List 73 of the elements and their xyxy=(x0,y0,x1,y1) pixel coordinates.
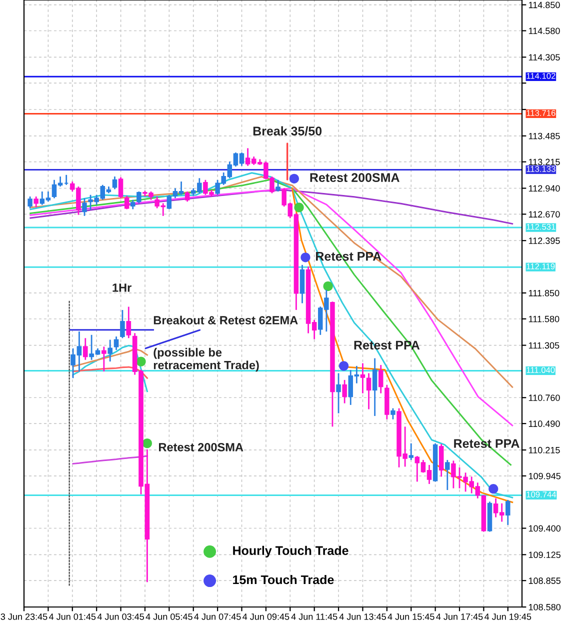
candlestick xyxy=(82,198,87,217)
y-tick-label: 112.395 xyxy=(528,238,560,244)
y-tick-label: 111.305 xyxy=(528,342,560,349)
candlestick xyxy=(130,199,136,210)
candlestick xyxy=(34,196,38,208)
y-tick-label: 112.670 xyxy=(528,211,560,218)
candlestick xyxy=(390,408,396,420)
candlestick xyxy=(300,264,305,304)
candlestick xyxy=(506,499,510,526)
ref-line-label: 111.040 xyxy=(526,367,555,373)
y-tick-label: 114.850 xyxy=(528,2,560,8)
candlestick xyxy=(184,190,190,202)
ref-line-label: 109.744 xyxy=(526,492,556,498)
y-tick-label: 112.940 xyxy=(528,185,560,192)
candlestick xyxy=(108,339,113,362)
y-tick-label: 114.305 xyxy=(528,54,560,61)
x-tick-label: 4 Jun 19:45 xyxy=(484,613,532,620)
y-tick-label: 113.485 xyxy=(528,132,560,140)
x-tick-label: 4 Jun 05:45 xyxy=(146,613,192,620)
candlestick xyxy=(114,336,119,351)
candlestick xyxy=(28,196,32,209)
y-tick-label: 108.580 xyxy=(528,604,561,610)
candlestick xyxy=(360,362,366,394)
candlestick xyxy=(82,337,88,361)
annotation: (possible be retracement Trade) xyxy=(154,348,259,372)
y-tick-label: 108.855 xyxy=(528,578,561,584)
x-tick-label: 3 Jun 23:45 xyxy=(0,613,48,620)
candlestick xyxy=(136,190,142,204)
candlestick xyxy=(372,358,378,417)
y-tick-label: 110.490 xyxy=(528,420,560,427)
candlestick xyxy=(276,179,280,192)
candlestick xyxy=(102,346,106,372)
y-tick-label: 110.760 xyxy=(528,394,560,401)
ref-line-label: 112.531 xyxy=(526,224,556,230)
annotation: Breakout & Retest 62EMA xyxy=(154,316,298,324)
ref-line-label: 114.102 xyxy=(526,72,556,79)
candlestick xyxy=(112,176,118,190)
candlestick xyxy=(342,379,347,404)
candlestick xyxy=(445,459,450,491)
y-tick-label: 109.400 xyxy=(528,525,561,532)
candlestick xyxy=(378,364,384,394)
y-tick-label: 109.945 xyxy=(528,472,561,480)
x-tick-label: 4 Jun 07:45 xyxy=(194,613,241,620)
x-tick-label: 4 Jun 13:45 xyxy=(339,613,386,620)
annotation: Retest 200SMA xyxy=(310,173,400,182)
candlestick xyxy=(336,372,341,414)
candlestick xyxy=(120,309,125,339)
x-tick-label: 4 Jun 15:45 xyxy=(388,614,434,620)
candlestick xyxy=(118,176,124,199)
x-tick-label: 4 Jun 03:45 xyxy=(97,613,144,620)
annotation: 1Hr xyxy=(112,284,132,292)
legend-label: Hourly Touch Trade xyxy=(233,546,348,558)
y-tick-label: 113.215 xyxy=(528,158,560,166)
ref-line-label: 112.119 xyxy=(526,263,555,270)
candlestick xyxy=(124,195,130,210)
candlestick xyxy=(438,443,444,478)
annotation: Break 35/50 xyxy=(253,126,322,136)
x-tick-label: 4 Jun 09:45 xyxy=(242,613,290,620)
legend-label: 15m Touch Trade xyxy=(233,574,334,584)
x-tick-label: 4 Jun 17:45 xyxy=(436,614,483,620)
ref-line-label: 113.716 xyxy=(526,110,556,116)
candlestick xyxy=(126,306,132,339)
annotation: Retest 200SMA xyxy=(159,443,244,452)
y-tick-label: 109.125 xyxy=(528,552,561,558)
y-tick-label: 111.850 xyxy=(528,290,560,296)
ref-line-label: 113.133 xyxy=(526,166,556,172)
candlestick xyxy=(366,372,372,410)
y-tick-label: 110.215 xyxy=(528,446,560,454)
x-tick-label: 4 Jun 11:45 xyxy=(291,614,338,620)
y-tick-label: 114.580 xyxy=(528,28,560,34)
candlestick xyxy=(408,442,414,461)
y-tick-label: 111.580 xyxy=(528,316,560,322)
x-tick-label: 4 Jun 01:45 xyxy=(49,613,96,620)
